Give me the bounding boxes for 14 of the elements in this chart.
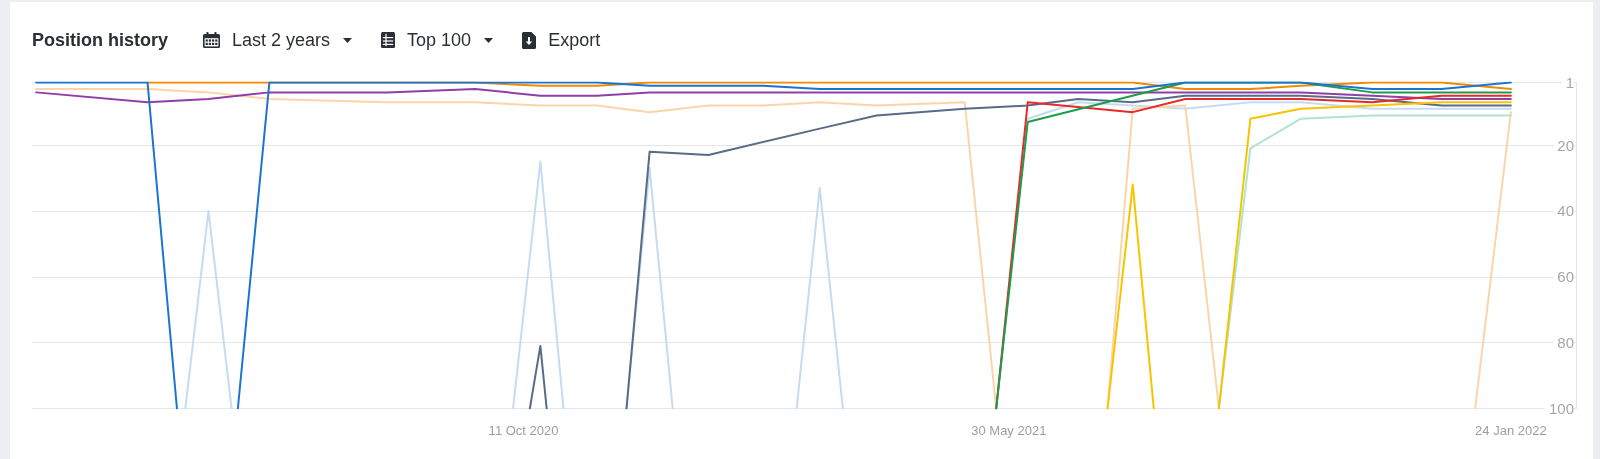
- text: Top 100: [407, 29, 472, 51]
- chart-title: Position history: [32, 29, 169, 51]
- x-tick-label: 11 Oct 2020: [488, 422, 559, 438]
- y-tick-label: 80: [1557, 334, 1574, 352]
- y-tick-label: 40: [1557, 202, 1574, 220]
- x-tick-label: 30 May 2021: [971, 422, 1047, 438]
- x-tick-label: 24 Jan 2022: [1475, 422, 1547, 438]
- line-series: [35, 88, 1512, 104]
- text: Last 2 years: [232, 29, 331, 51]
- text: Export: [548, 29, 601, 51]
- y-tick-label: 100: [1548, 400, 1574, 417]
- y-tick-label: 60: [1557, 268, 1574, 286]
- y-tick-label: 20: [1557, 136, 1574, 154]
- y-tick-label: 1: [1565, 74, 1574, 91]
